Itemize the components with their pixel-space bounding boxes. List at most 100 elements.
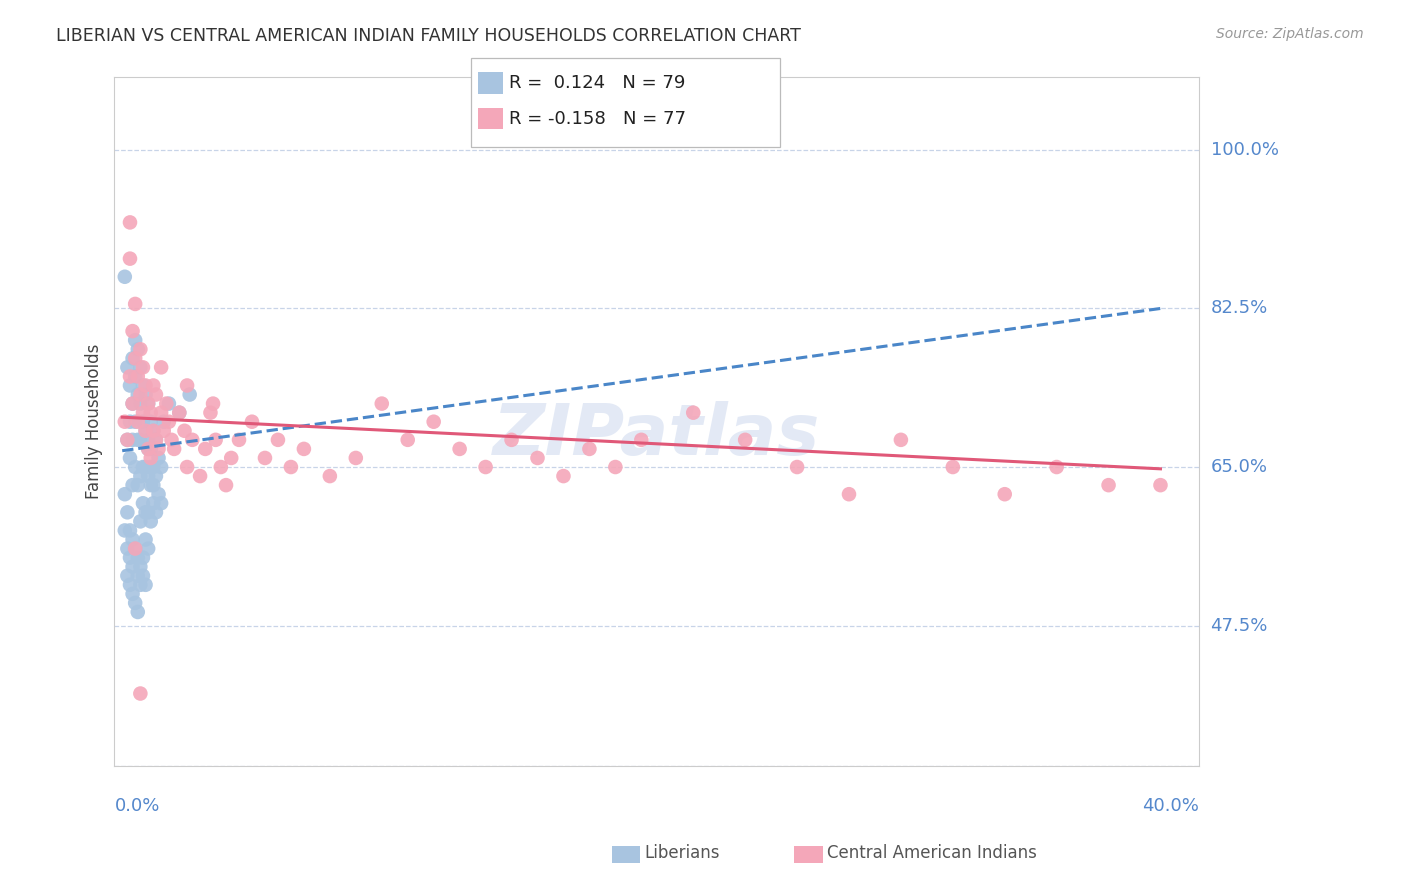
- Point: [155, 396, 177, 410]
- Point: [114, 524, 136, 538]
- Point: [124, 415, 146, 429]
- Point: [132, 360, 155, 375]
- Point: [127, 433, 149, 447]
- Point: [142, 378, 165, 392]
- Point: [135, 460, 157, 475]
- Point: [152, 415, 174, 429]
- Point: [169, 406, 191, 420]
- Point: [139, 406, 162, 420]
- Point: [942, 460, 965, 475]
- Point: [139, 442, 162, 456]
- Point: [139, 478, 162, 492]
- Point: [129, 360, 152, 375]
- Point: [148, 487, 170, 501]
- Text: R = -0.158   N = 77: R = -0.158 N = 77: [509, 110, 686, 128]
- Point: [526, 450, 548, 465]
- Text: R =  0.124   N = 79: R = 0.124 N = 79: [509, 74, 685, 92]
- Point: [127, 387, 149, 401]
- Point: [135, 424, 157, 438]
- Point: [132, 568, 155, 582]
- Point: [117, 360, 139, 375]
- Point: [267, 433, 290, 447]
- Point: [135, 387, 157, 401]
- Point: [124, 460, 146, 475]
- Point: [132, 406, 155, 420]
- Point: [129, 396, 152, 410]
- Point: [204, 433, 226, 447]
- Point: [136, 541, 159, 556]
- Point: [163, 442, 186, 456]
- Point: [117, 568, 139, 582]
- Point: [228, 433, 250, 447]
- Point: [118, 550, 141, 565]
- Point: [124, 351, 146, 366]
- Point: [117, 505, 139, 519]
- Text: 40.0%: 40.0%: [1143, 797, 1199, 814]
- Point: [253, 450, 276, 465]
- Point: [139, 450, 162, 465]
- Point: [127, 369, 149, 384]
- Text: 82.5%: 82.5%: [1211, 300, 1268, 318]
- Point: [121, 433, 143, 447]
- Point: [994, 487, 1017, 501]
- Point: [135, 378, 157, 392]
- Point: [157, 396, 180, 410]
- Point: [169, 406, 191, 420]
- Point: [118, 369, 141, 384]
- Point: [121, 587, 143, 601]
- Point: [422, 415, 444, 429]
- Point: [139, 415, 162, 429]
- Point: [136, 505, 159, 519]
- Point: [139, 515, 162, 529]
- Point: [344, 450, 367, 465]
- Point: [139, 460, 162, 475]
- Text: Central American Indians: Central American Indians: [827, 844, 1036, 862]
- Point: [114, 415, 136, 429]
- Point: [124, 596, 146, 610]
- Point: [132, 496, 155, 510]
- Point: [118, 252, 141, 266]
- Point: [682, 406, 704, 420]
- Point: [209, 460, 232, 475]
- Point: [135, 424, 157, 438]
- Point: [117, 433, 139, 447]
- Point: [150, 460, 173, 475]
- Point: [129, 433, 152, 447]
- Text: LIBERIAN VS CENTRAL AMERICAN INDIAN FAMILY HOUSEHOLDS CORRELATION CHART: LIBERIAN VS CENTRAL AMERICAN INDIAN FAMI…: [56, 27, 801, 45]
- Point: [142, 424, 165, 438]
- Point: [132, 550, 155, 565]
- Point: [118, 524, 141, 538]
- Point: [605, 460, 627, 475]
- Point: [118, 215, 141, 229]
- Point: [188, 469, 211, 483]
- Point: [136, 442, 159, 456]
- Point: [135, 578, 157, 592]
- Point: [121, 351, 143, 366]
- Point: [173, 424, 195, 438]
- Point: [118, 450, 141, 465]
- Point: [136, 396, 159, 410]
- Point: [145, 505, 167, 519]
- Point: [176, 460, 198, 475]
- Point: [890, 433, 912, 447]
- Point: [124, 541, 146, 556]
- Point: [127, 415, 149, 429]
- Point: [114, 269, 136, 284]
- Point: [501, 433, 523, 447]
- Point: [215, 478, 238, 492]
- Point: [150, 360, 173, 375]
- Point: [280, 460, 302, 475]
- Point: [118, 378, 141, 392]
- Point: [371, 396, 394, 410]
- Text: 47.5%: 47.5%: [1211, 616, 1268, 634]
- Point: [1046, 460, 1069, 475]
- Point: [176, 378, 198, 392]
- Point: [157, 415, 180, 429]
- Point: [121, 478, 143, 492]
- Point: [202, 396, 225, 410]
- Point: [136, 433, 159, 447]
- Point: [578, 442, 600, 456]
- Y-axis label: Family Households: Family Households: [86, 344, 103, 500]
- Point: [200, 406, 222, 420]
- Point: [136, 469, 159, 483]
